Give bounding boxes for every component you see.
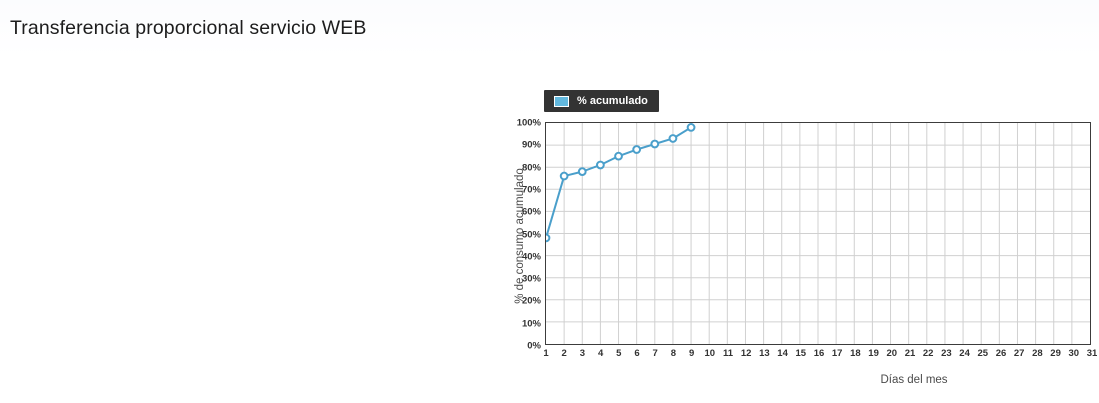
x-tick-label: 3 xyxy=(579,348,586,359)
chart-container: % acumulado % de consumo acumulado 0% 10%… xyxy=(487,85,1098,395)
y-tick-label: 70% xyxy=(521,184,541,196)
x-tick-label: 17 xyxy=(831,348,843,359)
x-tick-label: 27 xyxy=(1013,348,1025,359)
y-tick-label: 40% xyxy=(521,251,541,263)
x-tick-label: 19 xyxy=(868,348,879,359)
y-tick-label: 30% xyxy=(521,273,541,285)
y-tick-label: 100% xyxy=(516,117,541,129)
x-tick-label: 28 xyxy=(1032,348,1043,359)
y-tick-label: 80% xyxy=(521,162,541,174)
x-tick-label: 10 xyxy=(704,348,716,359)
x-tick-label: 5 xyxy=(616,348,622,359)
x-tick-label: 23 xyxy=(941,348,952,359)
chart-legend: % acumulado xyxy=(544,90,659,112)
y-tick-label: 20% xyxy=(521,295,541,307)
x-axis-title: Días del mes xyxy=(880,374,948,386)
x-tick-label: 25 xyxy=(977,348,989,359)
x-axis-title-wrap: Días del mes xyxy=(487,374,1091,386)
x-tick-label: 29 xyxy=(1050,348,1061,359)
page-title: Transferencia proporcional servicio WEB xyxy=(10,17,367,39)
y-tick-label: 10% xyxy=(521,318,541,330)
x-tick-label: 26 xyxy=(995,348,1007,359)
x-tick-label: 9 xyxy=(688,348,695,359)
x-tick-label: 4 xyxy=(597,348,604,359)
grid-lines xyxy=(546,123,1090,344)
x-tick-label: 8 xyxy=(670,348,677,359)
x-tick-label: 13 xyxy=(759,348,770,359)
x-tick-label: 11 xyxy=(722,348,734,359)
x-tick-label: 12 xyxy=(740,348,752,359)
x-tick-label: 2 xyxy=(561,348,567,359)
x-tick-label: 16 xyxy=(813,348,825,359)
y-tick-label: 60% xyxy=(521,206,541,218)
x-tick-label: 6 xyxy=(634,348,640,359)
x-tick-label: 15 xyxy=(795,348,807,359)
x-tick-label: 18 xyxy=(850,348,861,359)
x-tick-label: 22 xyxy=(922,348,934,359)
x-tick-label: 31 xyxy=(1086,348,1098,359)
y-tick-label: 50% xyxy=(521,229,541,240)
x-tick-label: 7 xyxy=(652,348,658,359)
legend-item-label: % acumulado xyxy=(577,94,648,107)
x-tick-label: 24 xyxy=(959,348,970,359)
y-tick-label: 0% xyxy=(527,340,541,352)
x-tick-label: 20 xyxy=(886,348,898,359)
legend-swatch-icon xyxy=(554,95,569,107)
series-line-acumulado xyxy=(546,123,696,243)
y-tick-label: 90% xyxy=(521,139,541,151)
x-tick-label: 21 xyxy=(904,348,916,359)
x-tick-label: 14 xyxy=(777,348,788,359)
x-tick-label: 1 xyxy=(543,348,549,359)
x-tick-label: 30 xyxy=(1068,348,1080,359)
